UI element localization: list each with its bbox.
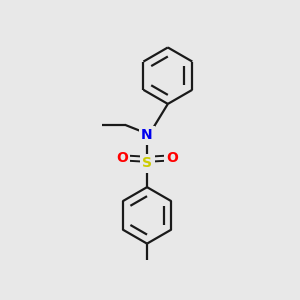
Text: O: O [116,151,128,165]
Text: O: O [167,151,178,165]
Text: N: N [141,128,153,142]
Text: S: S [142,156,152,170]
